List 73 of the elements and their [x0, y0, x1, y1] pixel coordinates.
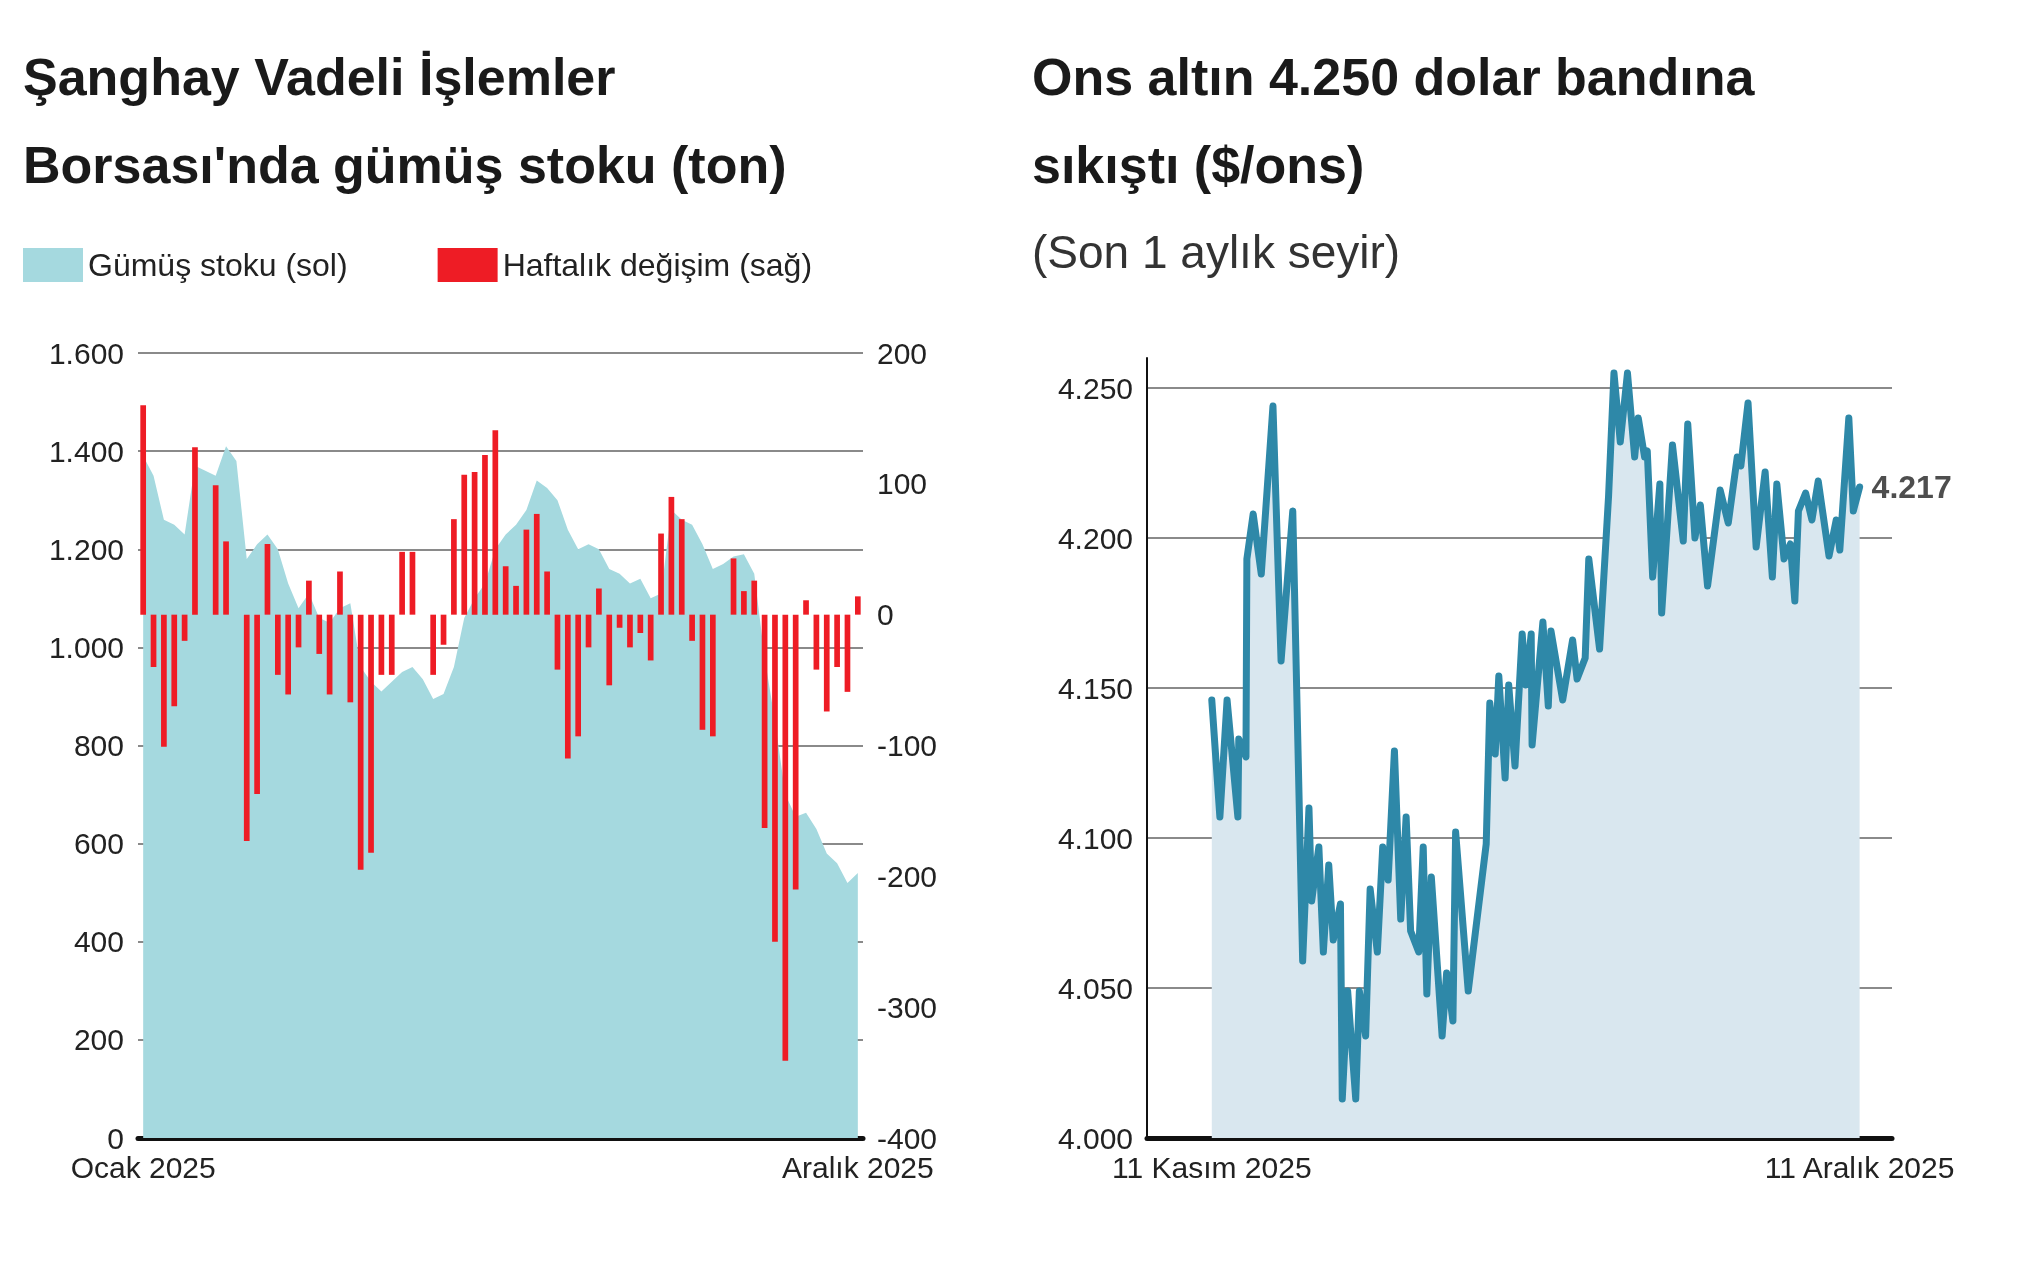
bar [854, 596, 861, 615]
bar [544, 571, 550, 615]
y-tick-label: 4.200 [1057, 521, 1133, 555]
bar [533, 513, 540, 615]
bar [161, 614, 167, 747]
bar [140, 405, 147, 615]
y-tick-label: 1.000 [48, 630, 124, 664]
y-tick-label: 1.400 [48, 434, 124, 468]
y2-tick-label: 100 [877, 467, 928, 501]
y-tick-label: 800 [73, 729, 124, 762]
bar [430, 614, 437, 675]
chart-title: Şanghay Vadeli İşlemler Borsası'nda gümüş stoku (ton) [23, 48, 787, 194]
y-tick-label: 600 [73, 827, 124, 861]
bar [285, 614, 292, 695]
bar [171, 614, 178, 707]
y-tick-label: 4.050 [1057, 971, 1133, 1005]
chart-title: Ons altın 4.250 dolar bandına sıkıştı ($/ons) [1032, 48, 1769, 194]
bar [792, 614, 799, 890]
bar [647, 614, 654, 661]
bar [388, 614, 395, 675]
bar [316, 614, 323, 654]
y-tick-label: 4.250 [1057, 371, 1133, 405]
bar [772, 614, 778, 942]
bar [575, 614, 582, 737]
y-tick-label: 4.100 [1057, 821, 1133, 855]
bar [513, 585, 519, 615]
y-tick-label: 1.600 [48, 336, 124, 370]
chart-subtitle: (Son 1 aylık seyir) [1032, 226, 1401, 278]
y2-tick-label: -300 [877, 990, 938, 1024]
bar [357, 614, 364, 870]
bar [368, 614, 374, 853]
legend-label: Gümüş stoku (sol) [88, 247, 348, 283]
bar [803, 600, 809, 615]
bar [399, 551, 405, 615]
bar [741, 591, 747, 615]
legend-label: Haftalık değişim (sağ) [502, 247, 813, 283]
bar [596, 588, 602, 615]
bar [212, 485, 219, 615]
bar [689, 614, 695, 641]
bar [192, 447, 198, 615]
bar [637, 614, 644, 633]
x-tick-label: 11 Aralık 2025 [1764, 1150, 1955, 1184]
bar [347, 614, 354, 703]
bar [274, 614, 281, 675]
annotation: 4.217 [1871, 469, 1952, 505]
y-tick-label: 4.150 [1057, 671, 1133, 705]
bar [627, 614, 633, 648]
y2-tick-label: -200 [877, 859, 938, 893]
bar [492, 430, 499, 615]
bar [461, 474, 468, 615]
bar [751, 580, 758, 615]
y2-tick-label: 200 [877, 336, 928, 370]
bar [709, 614, 716, 737]
bar [606, 614, 613, 686]
bar [243, 614, 250, 842]
y2-tick-label: -100 [877, 729, 938, 762]
bar [823, 614, 830, 712]
bar [678, 519, 685, 615]
y-tick-label: 1.200 [48, 532, 124, 566]
y-tick-label: 200 [73, 1023, 124, 1057]
bar [782, 614, 789, 1061]
bar [834, 614, 840, 667]
bar [306, 580, 312, 615]
y2-tick-label: 0 [877, 598, 894, 632]
bar [254, 614, 260, 794]
bar [451, 519, 457, 615]
bar [564, 614, 571, 759]
bar [482, 455, 488, 615]
bar [223, 541, 229, 615]
bar [658, 533, 664, 615]
bar [337, 571, 343, 615]
bar [502, 566, 509, 615]
y-tick-label: 400 [73, 925, 124, 959]
